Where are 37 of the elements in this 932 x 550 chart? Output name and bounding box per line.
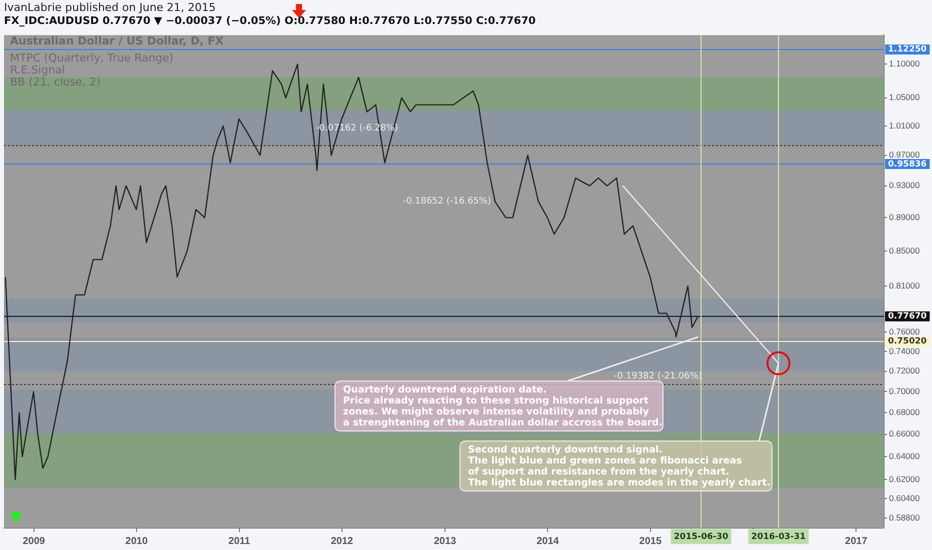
y-tick-label: 0.62000 <box>889 474 920 484</box>
x-tick-label: 2014 <box>536 536 560 547</box>
y-tick-label: 0.97000 <box>889 150 920 160</box>
y-tick-label: 0.60400 <box>889 492 920 503</box>
y-tick-label: 0.74000 <box>889 346 920 356</box>
x-tick-label: 2017 <box>845 536 868 547</box>
y-tick-label: 0.66000 <box>889 428 920 439</box>
y-tick-label: 0.81000 <box>889 280 920 290</box>
y-tick-label: 0.58800 <box>889 512 920 522</box>
y-tick-label: 0.72000 <box>889 366 920 376</box>
text: IvanLabrie published on June 21, 2015 <box>4 1 216 14</box>
y-tick-label: 0.85000 <box>889 245 920 256</box>
y-tick-label: 1.05000 <box>889 92 920 102</box>
ref-line-label: 1.12250 <box>888 44 927 55</box>
x-tick-label: 2009 <box>22 536 46 547</box>
x-tick-label: 2011 <box>228 536 251 547</box>
ref-line-label: 2015-06-30 <box>674 532 728 542</box>
x-tick-label: 2013 <box>434 536 457 547</box>
x-tick-label: 2012 <box>330 536 354 547</box>
y-tick-label: 0.93000 <box>889 180 920 190</box>
annotation: Quarterly downtrend expiration date. Price already reacting to these strong historical support zones. We might observe intense volatility and probably a strenghtening of the Australian dollar accross the board. <box>343 384 662 428</box>
ref-line-label: 0.95836 <box>888 159 927 170</box>
x-tick-label: 2015 <box>639 536 662 547</box>
x-tick-label: 2010 <box>125 536 148 547</box>
y-tick-label: 0.70000 <box>889 386 920 396</box>
chart-subtitle: FX_IDC:AUDUSD 0.77670 ▼ −0.00037 (−0.05%) O:0.77580 H:0.77670 L:0.77550 C:0.77670 <box>4 15 536 27</box>
ref-line-label: 0.77670 <box>888 312 927 322</box>
ref-line-label: 0.75020 <box>888 336 927 347</box>
ref-line-label: 2016-03-31 <box>751 532 806 542</box>
y-tick-label: 0.64000 <box>889 451 920 462</box>
y-tick-label: 0.89000 <box>889 212 920 222</box>
y-tick-label: 1.10000 <box>889 58 920 68</box>
y-tick-label: 0.76000 <box>889 326 920 336</box>
y-tick-label: 0.68000 <box>889 407 920 418</box>
y-tick-label: 1.01000 <box>889 120 920 130</box>
annotation: -0.18652 (-16.65%) <box>403 196 491 206</box>
annotation: Second quarterly downtrend signal. The light blue and green zones are fibonacci areas of support and resistance from the yearly chart. The light blue rectangles are modes in the yearly chart. <box>468 444 770 488</box>
